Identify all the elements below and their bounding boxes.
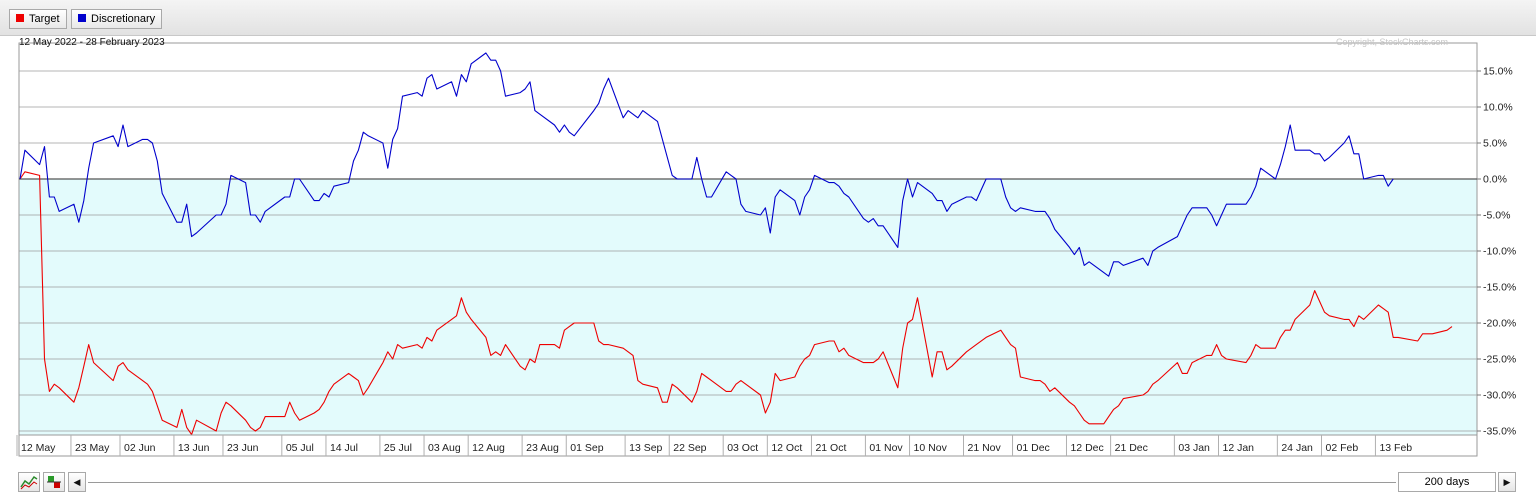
y-tick-label: -30.0% <box>1483 390 1516 402</box>
scroll-right-icon[interactable]: ▶ <box>1498 472 1516 492</box>
line-chart-icon[interactable] <box>18 472 40 492</box>
x-tick-label: 01 Dec <box>1017 442 1050 454</box>
y-tick-label: -25.0% <box>1483 354 1516 366</box>
grid-lines <box>19 70 1477 432</box>
x-tick-label: 22 Sep <box>673 442 706 454</box>
x-tick-label: 12 Dec <box>1070 442 1103 454</box>
legend-target[interactable]: Target <box>9 9 67 29</box>
control-bar: ◀ 200 days ▶ <box>0 466 1536 497</box>
y-tick-label: -15.0% <box>1483 282 1516 294</box>
negative-zone-fill <box>19 179 1477 435</box>
x-tick-label: 13 Sep <box>629 442 662 454</box>
x-tick-label: 23 May <box>75 442 110 454</box>
performance-chart: 15.0% 10.0% 5.0% 0.0% -5.0% -10.0% -15.0% -20.0… <box>16 42 1516 457</box>
x-tick-label: 23 Aug <box>526 442 559 454</box>
x-tick-label: 05 Jul <box>286 442 314 454</box>
y-tick-label: 15.0% <box>1483 66 1513 78</box>
discretionary-swatch <box>78 14 86 22</box>
x-axis: 12 May 23 May 02 Jun 13 Jun 23 Jun 05 Jul 14 J… <box>16 435 1412 456</box>
x-tick-label: 01 Sep <box>570 442 603 454</box>
x-tick-label: 01 Nov <box>869 442 903 454</box>
scroll-left-icon[interactable]: ◀ <box>68 472 86 492</box>
x-tick-label: 02 Feb <box>1325 442 1358 454</box>
legend-discretionary[interactable]: Discretionary <box>71 9 163 29</box>
y-tick-label: -10.0% <box>1483 246 1516 258</box>
x-tick-label: 23 Jun <box>227 442 259 454</box>
x-tick-label: 14 Jul <box>330 442 358 454</box>
copyright-label: Copyright, StockCharts.com <box>1336 37 1449 47</box>
x-axis-band <box>18 434 1478 457</box>
y-axis: 15.0% 10.0% 5.0% 0.0% -5.0% -10.0% -15.0% -20.0… <box>1477 66 1516 438</box>
performance-bars-icon[interactable] <box>43 472 65 492</box>
x-tick-label: 03 Oct <box>727 442 758 454</box>
target-swatch <box>16 14 24 22</box>
x-tick-label: 10 Nov <box>914 442 948 454</box>
y-tick-label: -20.0% <box>1483 318 1516 330</box>
x-tick-label: 12 Aug <box>472 442 505 454</box>
y-tick-label: -35.0% <box>1483 426 1516 438</box>
x-tick-label: 12 Jan <box>1223 442 1255 454</box>
series-line-target <box>19 171 1453 436</box>
legend-bar: Target Discretionary <box>0 0 1536 36</box>
x-tick-label: 03 Jan <box>1178 442 1210 454</box>
series-layer <box>19 52 1453 436</box>
date-range-label: 12 May 2022 - 28 February 2023 <box>19 37 165 48</box>
date-scroll-track[interactable] <box>88 482 1396 483</box>
legend-target-label: Target <box>29 13 60 25</box>
x-tick-label: 12 May <box>21 442 56 454</box>
x-tick-label: 24 Jan <box>1281 442 1313 454</box>
x-tick-label: 21 Oct <box>815 442 846 454</box>
y-tick-label: 0.0% <box>1483 174 1507 186</box>
x-tick-label: 25 Jul <box>384 442 412 454</box>
x-tick-label: 12 Oct <box>771 442 802 454</box>
x-tick-label: 21 Dec <box>1115 442 1148 454</box>
y-tick-label: 10.0% <box>1483 102 1513 114</box>
series-line-discretionary <box>19 52 1394 277</box>
legend-discretionary-label: Discretionary <box>91 13 156 25</box>
x-tick-label: 21 Nov <box>967 442 1001 454</box>
y-tick-label: 5.0% <box>1483 138 1507 150</box>
x-tick-label: 13 Feb <box>1379 442 1412 454</box>
period-selector[interactable]: 200 days <box>1398 472 1496 492</box>
x-tick-label: 02 Jun <box>124 442 156 454</box>
x-tick-label: 13 Jun <box>178 442 210 454</box>
y-tick-label: -5.0% <box>1483 210 1510 222</box>
x-tick-label: 03 Aug <box>428 442 461 454</box>
